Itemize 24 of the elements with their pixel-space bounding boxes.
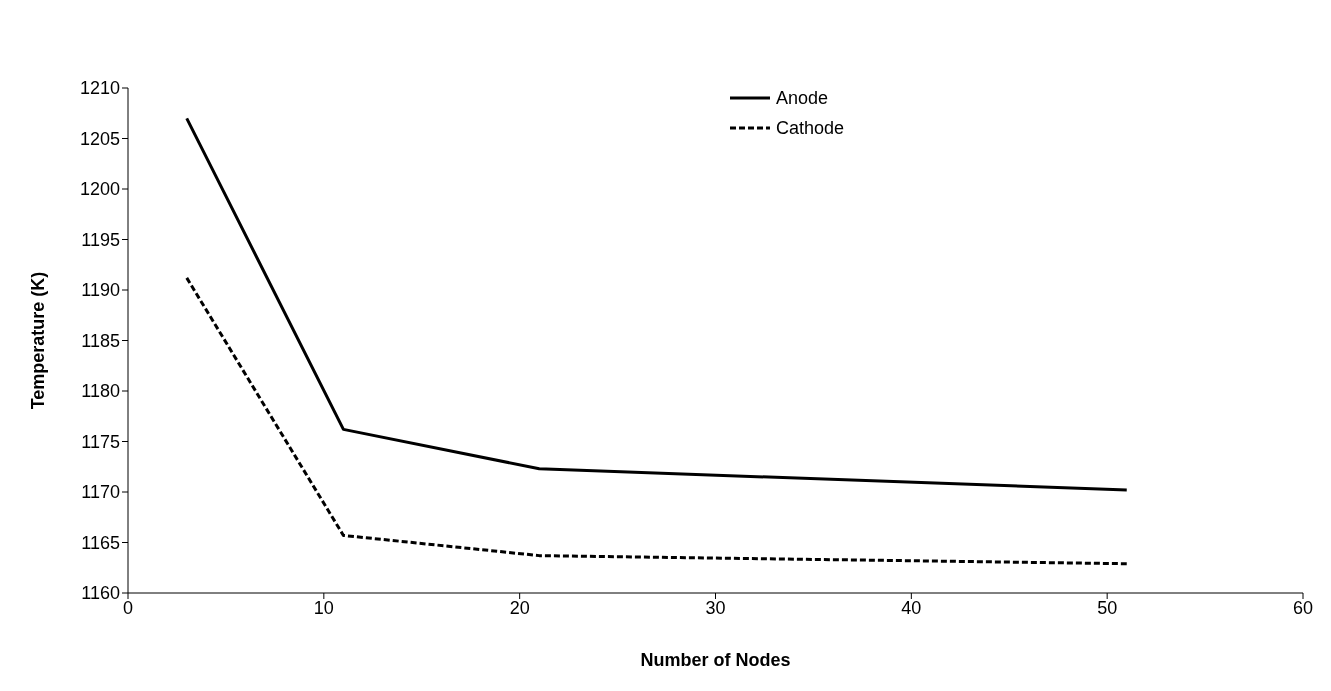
x-tick-label: 30 bbox=[705, 597, 726, 618]
x-tick-label: 0 bbox=[122, 597, 134, 618]
y-tick-label: 1170 bbox=[81, 482, 120, 503]
line-series bbox=[185, 116, 1129, 492]
y-tick-label: 1195 bbox=[81, 229, 120, 250]
y-tick-label: 1160 bbox=[81, 583, 120, 604]
x-tick-label: 60 bbox=[1292, 597, 1314, 618]
y-tick-label: 1165 bbox=[81, 532, 120, 553]
line-series bbox=[185, 276, 1129, 566]
y-tick-label: 1210 bbox=[79, 78, 120, 99]
x-tick-label: 50 bbox=[1097, 597, 1118, 618]
y-axis-title: Temperature (K) bbox=[28, 271, 49, 410]
y-tick-label: 1175 bbox=[81, 431, 120, 452]
legend-label: Cathode bbox=[776, 117, 845, 139]
x-tick-label: 40 bbox=[901, 597, 922, 618]
y-tick-label: 1205 bbox=[79, 128, 120, 149]
x-axis-title: Number of Nodes bbox=[640, 649, 791, 670]
legend-label: Anode bbox=[776, 87, 829, 109]
y-tick-label: 1180 bbox=[81, 381, 120, 402]
x-tick-label: 10 bbox=[313, 597, 334, 618]
x-tick-label: 20 bbox=[509, 597, 530, 618]
y-tick-label: 1200 bbox=[79, 179, 120, 200]
y-tick-label: 1185 bbox=[81, 330, 120, 351]
y-tick-label: 1190 bbox=[81, 280, 120, 301]
